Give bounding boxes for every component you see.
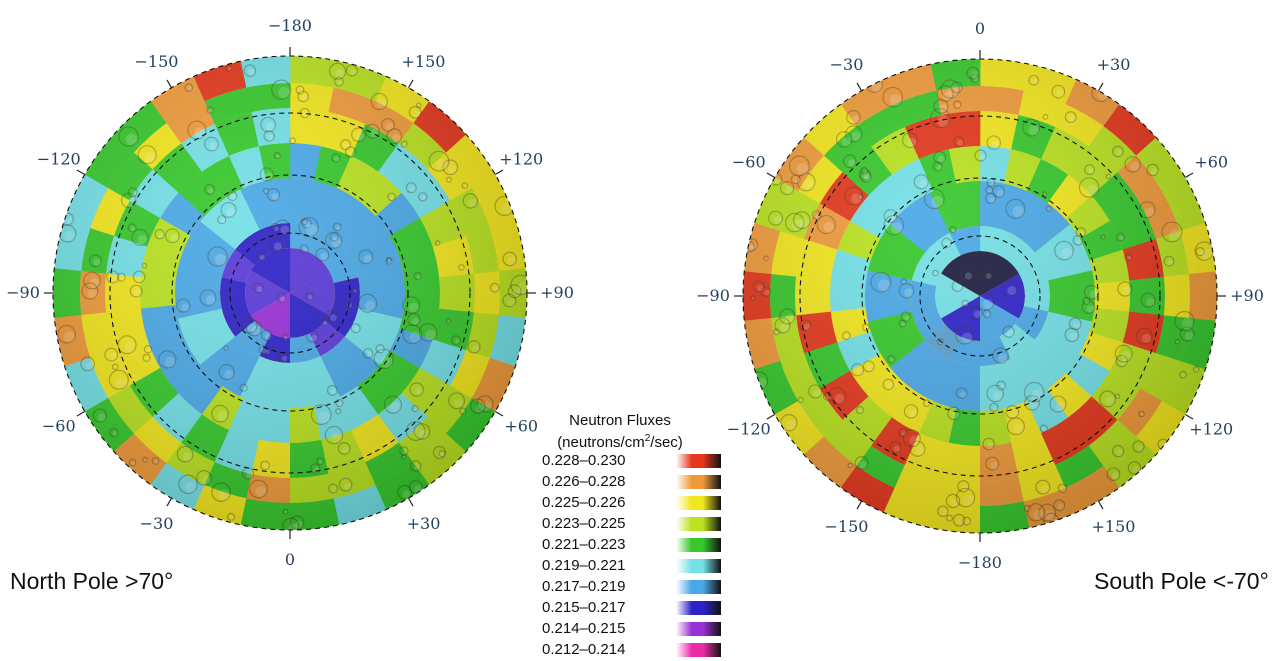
legend-header: Neutron Fluxes (neutrons/cm2/sec) [520,412,720,452]
longitude-tick [1184,172,1194,179]
legend-color-swatch [676,454,721,468]
longitude-label: −180 [958,553,1002,572]
legend-range-label: 0.225–0.226 [542,494,626,511]
longitude-label: −90 [6,283,40,302]
legend-range-label: 0.221–0.223 [542,536,626,553]
legend-range-label: 0.217–0.219 [542,578,626,595]
longitude-label: +60 [504,417,538,436]
north-pole-title: North Pole >70° [10,568,174,594]
legend-color-swatch [676,475,721,489]
longitude-tick [76,169,86,176]
legend-range-label: 0.215–0.217 [542,599,626,616]
legend-units: (neutrons/cm2/sec) [557,433,683,451]
legend-color-swatch [676,538,721,552]
flux-legend: Neutron Fluxes (neutrons/cm2/sec) 0.228–… [520,412,750,658]
legend-color-swatch [676,622,721,636]
longitude-label: −120 [727,420,771,439]
longitude-label: 0 [975,19,985,38]
longitude-label: +120 [499,150,543,169]
legend-color-swatch [676,643,721,657]
legend-color-swatch [676,580,721,594]
longitude-label: −90 [696,286,730,305]
longitude-tick [76,410,86,417]
legend-range-label: 0.212–0.214 [542,641,626,658]
south-pole-title: South Pole <-70° [1094,568,1269,594]
longitude-tick [166,79,173,89]
longitude-label: −30 [140,514,174,533]
longitude-label: +30 [1097,55,1131,74]
longitude-tick [766,172,776,179]
longitude-label: +90 [1230,286,1264,305]
north-pole-map: −180 +150 +120 +90 +60 +30 0 −30 −60 −90 −120 −150 [6,16,574,569]
legend-range-label: 0.228–0.230 [542,452,626,469]
longitude-label: −150 [825,517,869,536]
longitude-label: −150 [135,52,179,71]
longitude-label: −120 [37,150,81,169]
longitude-tick [407,497,414,507]
longitude-tick [1184,413,1194,420]
legend-color-swatch [676,496,721,510]
longitude-label: −30 [830,55,864,74]
longitude-label: +60 [1194,153,1228,172]
south-pole-map: 0 +30 +60 +90 +120 +150 −180 −150 −120 −90 −60 −30 [696,19,1264,572]
longitude-tick [166,497,173,507]
legend-range-label: 0.223–0.225 [542,515,626,532]
longitude-label: +30 [407,514,441,533]
longitude-tick [1097,500,1104,510]
longitude-label: −60 [732,153,766,172]
legend-color-swatch [676,559,721,573]
longitude-label: +150 [1092,517,1136,536]
longitude-label: 0 [285,550,295,569]
longitude-tick [766,413,776,420]
longitude-tick [494,410,504,417]
longitude-label: −60 [42,417,76,436]
legend-range-label: 0.219–0.221 [542,557,626,574]
longitude-label: +150 [402,52,446,71]
longitude-tick [407,79,414,89]
legend-color-swatch [676,601,721,615]
legend-range-label: 0.214–0.215 [542,620,626,637]
longitude-label: −180 [268,16,312,35]
legend-color-swatch [676,517,721,531]
longitude-tick [494,169,504,176]
longitude-tick [856,500,863,510]
longitude-tick [856,82,863,92]
longitude-label: +120 [1189,420,1233,439]
longitude-label: +90 [540,283,574,302]
longitude-tick [1097,82,1104,92]
legend-title: Neutron Fluxes [569,412,671,429]
legend-range-label: 0.226–0.228 [542,473,626,490]
